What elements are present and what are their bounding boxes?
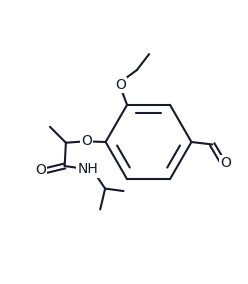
Text: O: O bbox=[116, 78, 126, 92]
Text: NH: NH bbox=[78, 162, 98, 176]
Text: O: O bbox=[220, 156, 231, 170]
Text: O: O bbox=[81, 134, 92, 148]
Text: O: O bbox=[35, 164, 46, 178]
